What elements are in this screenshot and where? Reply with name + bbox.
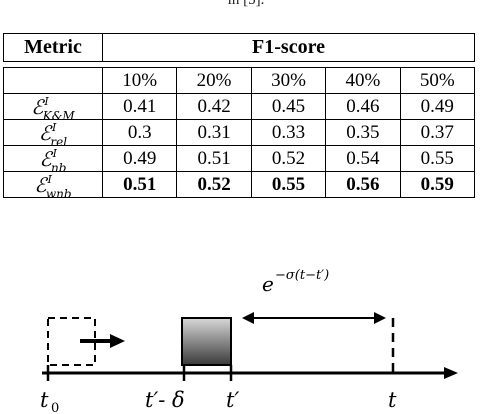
metric-label: ℰIK&M xyxy=(3,93,103,123)
percent-header-row: 10% 20% 30% 40% 50% xyxy=(3,67,476,94)
empty-corner-cell xyxy=(3,67,103,94)
score-cell: 0.51 xyxy=(101,171,178,198)
percent-column-header: 50% xyxy=(399,67,476,94)
score-cell: 0.52 xyxy=(176,171,252,198)
score-cell: 0.55 xyxy=(399,145,476,172)
time-axis-arrowhead xyxy=(444,367,458,379)
metric-label: ℰIwnb xyxy=(3,171,103,201)
score-cell: 0.52 xyxy=(250,145,327,172)
metric-header: Metric xyxy=(3,33,103,62)
label-t0-sub: 0 xyxy=(51,401,59,414)
table-row: ℰIK&M 0.41 0.42 0.45 0.46 0.49 xyxy=(3,93,476,123)
score-cell: 0.51 xyxy=(176,145,252,172)
score-cell: 0.33 xyxy=(250,119,327,146)
score-cell: 0.31 xyxy=(176,119,252,146)
table-header-row: Metric F1-score xyxy=(3,33,475,62)
metric-label: ℰInb xyxy=(3,145,103,175)
f1-score-table: Metric F1-score 10% 20% 30% 40% 50% ℰIK&… xyxy=(3,33,476,201)
table-row: ℰIwnb 0.51 0.52 0.55 0.56 0.59 xyxy=(3,171,476,201)
percent-column-header: 40% xyxy=(325,67,401,94)
label-t-prime-minus-delta: t′- δ xyxy=(145,388,185,412)
decay-formula-base: e xyxy=(262,272,274,296)
score-cell: 0.42 xyxy=(176,93,252,120)
score-cell: 0.37 xyxy=(399,119,476,146)
score-cell: 0.46 xyxy=(325,93,401,120)
score-cell: 0.49 xyxy=(101,145,178,172)
percent-column-header: 30% xyxy=(250,67,327,94)
gradient-event-box xyxy=(181,317,232,366)
label-t: t xyxy=(388,388,397,412)
table-row: ℰInb 0.49 0.51 0.52 0.54 0.55 xyxy=(3,145,476,175)
percent-column-header: 10% xyxy=(101,67,178,94)
table-row: ℰIrel 0.3 0.31 0.33 0.35 0.37 xyxy=(3,119,476,149)
percent-column-header: 20% xyxy=(176,67,252,94)
score-cell: 0.55 xyxy=(250,171,327,198)
score-cell: 0.35 xyxy=(325,119,401,146)
score-cell: 0.54 xyxy=(325,145,401,172)
decay-arrow-left-head xyxy=(242,312,254,324)
decay-arrow-right-head xyxy=(374,312,386,324)
f1-score-header: F1-score xyxy=(102,33,475,62)
metric-label: ℰIrel xyxy=(3,119,103,149)
label-t0-base: t xyxy=(40,388,49,412)
timeline-diagram: e −σ(t−t′) t 0 t′- δ t′ t xyxy=(40,268,458,414)
caption-tail: in [5]. xyxy=(227,0,265,8)
score-cell: 0.41 xyxy=(101,93,178,120)
score-cell: 0.59 xyxy=(399,171,476,198)
decay-formula-exponent: −σ(t−t′) xyxy=(275,268,329,283)
score-cell: 0.56 xyxy=(325,171,401,198)
label-t-prime: t′ xyxy=(226,388,239,412)
score-cell: 0.45 xyxy=(250,93,327,120)
shift-arrow-head xyxy=(110,334,125,348)
score-cell: 0.3 xyxy=(101,119,178,146)
score-cell: 0.49 xyxy=(399,93,476,120)
